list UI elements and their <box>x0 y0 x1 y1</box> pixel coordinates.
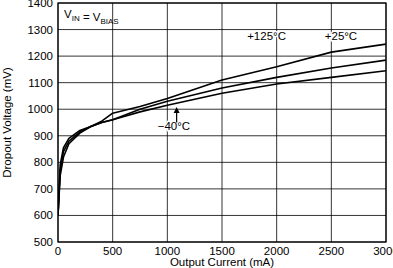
y-tick-label: 1100 <box>28 77 53 89</box>
x-axis-title: Output Current (mA) <box>170 256 274 268</box>
x-tick-label: 3000 <box>373 245 393 257</box>
x-tick-label: 0 <box>55 245 61 257</box>
series-label: −40°C <box>158 120 190 132</box>
plot-area <box>58 44 386 215</box>
y-tick-label: 1000 <box>27 103 53 115</box>
series-label: +125°C <box>247 30 286 42</box>
y-tick-label: 800 <box>34 156 53 168</box>
y-axis-title: Dropout Voltage (mV) <box>1 67 13 178</box>
x-tick-label: 2500 <box>319 245 345 257</box>
y-tick-label: 1400 <box>27 0 53 9</box>
y-tick-label: 500 <box>34 236 53 248</box>
y-tick-label: 1300 <box>27 24 53 36</box>
grid-line <box>222 3 223 242</box>
y-tick-label: 1200 <box>27 50 53 62</box>
x-tick-label: 500 <box>103 245 122 257</box>
series-line <box>58 71 386 216</box>
label-arrowhead <box>174 107 180 113</box>
grid-line <box>112 3 113 242</box>
y-tick-label: 700 <box>34 183 53 195</box>
y-tick-label: 600 <box>34 209 53 221</box>
series-line <box>58 60 386 215</box>
y-tick-label: 900 <box>34 130 53 142</box>
series-label: +25°C <box>325 30 357 42</box>
series-line <box>58 44 386 215</box>
annotation: VIN = VBIAS <box>64 8 119 26</box>
chart: 5006007008009001000110012001300140005001… <box>0 0 393 268</box>
plot-frame <box>58 3 386 242</box>
